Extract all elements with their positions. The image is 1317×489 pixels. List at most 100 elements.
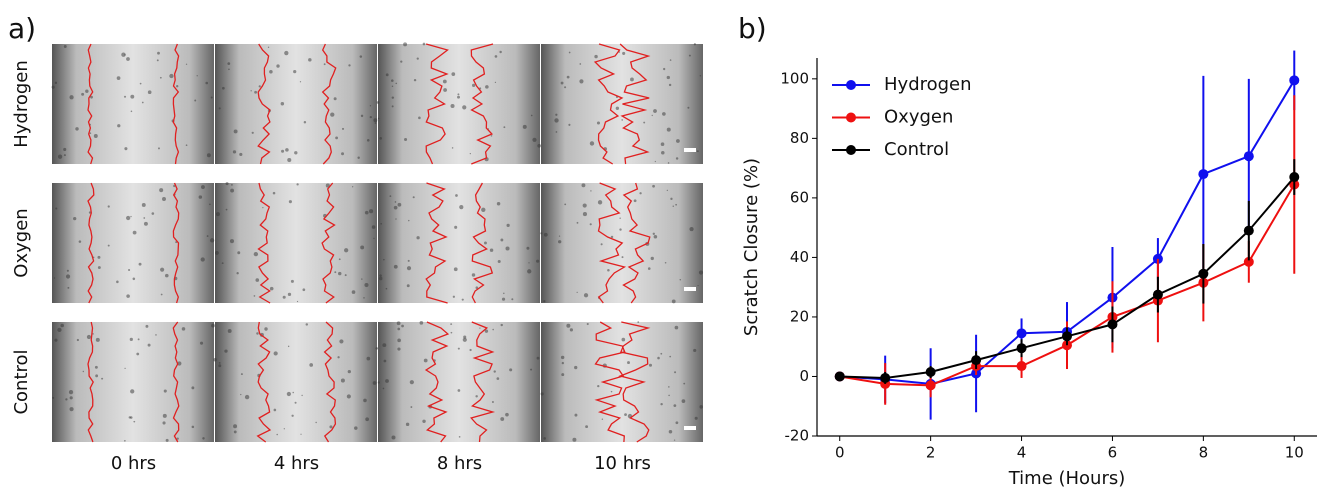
cell-speck bbox=[165, 438, 169, 442]
cell-speck bbox=[475, 395, 478, 398]
cell-speck bbox=[596, 121, 600, 125]
cell-speck bbox=[107, 205, 110, 208]
cell-speck bbox=[132, 277, 136, 281]
cell-speck bbox=[233, 430, 237, 434]
cell-speck bbox=[503, 292, 505, 295]
cell-speck bbox=[269, 70, 273, 74]
cell-speck bbox=[330, 112, 335, 117]
cell-speck bbox=[346, 394, 351, 399]
cell-speck bbox=[501, 297, 506, 301]
cell-speck bbox=[511, 298, 514, 301]
cell-speck bbox=[116, 76, 121, 80]
cell-speck bbox=[176, 437, 179, 440]
cell-speck bbox=[450, 103, 455, 109]
cell-speck bbox=[506, 223, 510, 227]
cell-speck bbox=[579, 63, 582, 65]
micrograph bbox=[215, 44, 377, 164]
cell-speck bbox=[82, 370, 85, 373]
cell-speck bbox=[57, 154, 63, 159]
cell-speck bbox=[221, 262, 224, 265]
panel-label: a) bbox=[8, 12, 36, 45]
cell-speck bbox=[485, 85, 489, 89]
wound-edge bbox=[87, 321, 94, 443]
cell-speck bbox=[530, 114, 533, 117]
cell-speck bbox=[374, 122, 377, 124]
cell-speck bbox=[395, 218, 397, 220]
cell-speck bbox=[457, 93, 460, 96]
y-tick-label: -20 bbox=[785, 427, 810, 445]
cell-speck bbox=[500, 323, 503, 327]
cell-speck bbox=[651, 114, 653, 117]
cell-speck bbox=[360, 114, 364, 118]
cell-speck bbox=[406, 266, 412, 271]
cell-speck bbox=[624, 413, 627, 417]
cell-speck bbox=[253, 251, 259, 257]
cell-speck bbox=[699, 405, 703, 409]
cell-speck bbox=[364, 210, 369, 215]
cell-speck bbox=[397, 347, 401, 351]
cell-speck bbox=[574, 413, 578, 417]
cell-speck bbox=[285, 148, 289, 152]
legend-marker bbox=[846, 112, 856, 123]
cell-speck bbox=[93, 134, 98, 138]
cell-speck bbox=[643, 121, 646, 124]
cell-speck bbox=[418, 116, 421, 120]
cell-speck bbox=[497, 259, 501, 264]
micrograph bbox=[378, 183, 540, 303]
point bbox=[1243, 151, 1254, 162]
cell-speck bbox=[231, 184, 233, 186]
cell-speck bbox=[333, 97, 337, 101]
cell-speck bbox=[654, 160, 656, 163]
y-tick-label: 0 bbox=[799, 367, 809, 385]
cell-speck bbox=[666, 75, 670, 80]
cell-speck bbox=[287, 158, 292, 163]
x-tick-label: 8 bbox=[1199, 444, 1209, 462]
x-tick-label: 4 bbox=[1017, 444, 1027, 462]
cell-speck bbox=[373, 118, 378, 123]
cell-speck bbox=[401, 324, 404, 328]
cell-speck bbox=[668, 386, 670, 388]
cell-speck bbox=[661, 151, 665, 155]
cell-speck bbox=[670, 197, 673, 200]
cell-speck bbox=[499, 50, 502, 54]
cell-speck bbox=[211, 323, 215, 328]
cell-speck bbox=[484, 329, 489, 333]
cell-speck bbox=[410, 406, 413, 408]
cell-speck bbox=[155, 334, 157, 336]
cell-speck bbox=[375, 347, 378, 350]
cell-speck bbox=[147, 343, 151, 347]
cell-speck bbox=[698, 270, 704, 275]
wound-edge bbox=[172, 182, 180, 304]
cell-speck bbox=[648, 363, 652, 367]
cell-speck bbox=[354, 426, 358, 430]
cell-speck bbox=[379, 137, 382, 140]
cell-speck bbox=[382, 387, 385, 390]
cell-speck bbox=[479, 327, 481, 329]
legend-label: Hydrogen bbox=[884, 74, 972, 95]
cell-speck bbox=[337, 356, 340, 359]
y-tick-label: 60 bbox=[790, 188, 809, 206]
cell-speck bbox=[199, 341, 204, 345]
y-tick-label: 20 bbox=[790, 307, 809, 325]
cell-speck bbox=[107, 244, 110, 247]
row-label: Hydrogen bbox=[11, 60, 32, 148]
cell-speck bbox=[53, 277, 56, 279]
cell-speck bbox=[560, 355, 565, 360]
cell-speck bbox=[359, 55, 363, 58]
cell-speck bbox=[360, 245, 365, 250]
cell-speck bbox=[54, 338, 58, 342]
cell-speck bbox=[471, 273, 476, 277]
cell-speck bbox=[469, 348, 472, 352]
cell-speck bbox=[227, 329, 232, 333]
cell-speck bbox=[191, 425, 195, 429]
cell-speck bbox=[405, 422, 410, 427]
cell-speck bbox=[233, 129, 238, 134]
cell-speck bbox=[158, 147, 160, 150]
wound-edge bbox=[172, 43, 180, 165]
cell-speck bbox=[673, 439, 676, 441]
cell-speck bbox=[455, 194, 458, 197]
cell-speck bbox=[169, 73, 174, 79]
cell-speck bbox=[572, 437, 577, 442]
cell-speck bbox=[126, 294, 130, 298]
cell-speck bbox=[679, 279, 682, 281]
